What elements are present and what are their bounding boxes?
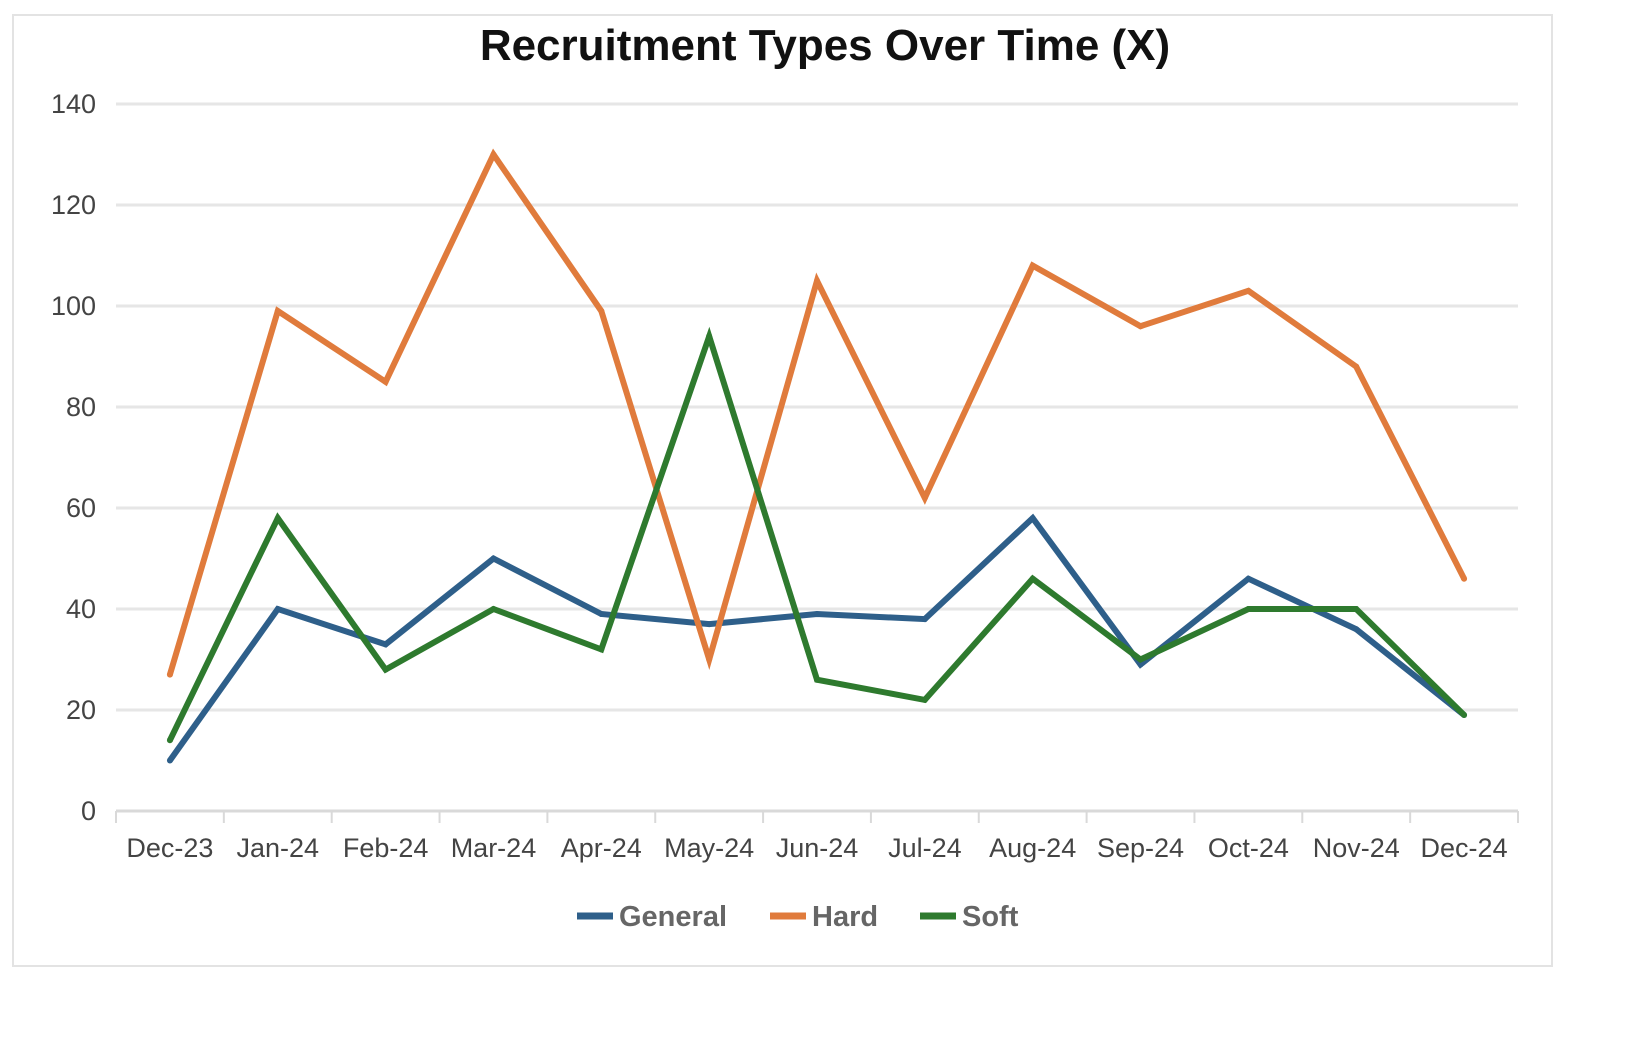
data-point-general [382, 641, 389, 648]
y-tick-label: 140 [51, 89, 96, 119]
x-tick-label: Jan-24 [236, 833, 319, 863]
data-point-hard [814, 277, 820, 284]
data-point-hard [1029, 262, 1036, 269]
data-point-soft [1029, 575, 1036, 582]
data-point-general [706, 621, 713, 628]
data-point-general [1029, 515, 1036, 522]
y-tick-label: 120 [51, 190, 96, 220]
x-tick-label: Aug-24 [989, 833, 1076, 863]
y-tick-label: 40 [66, 594, 96, 624]
legend-label-soft: Soft [962, 901, 1019, 933]
legend: General Hard Soft [577, 901, 1019, 933]
data-point-general [598, 611, 605, 618]
data-point-soft [706, 333, 713, 340]
data-point-soft [1245, 606, 1252, 612]
y-tick-label: 0 [81, 796, 96, 826]
data-point-soft [814, 676, 820, 683]
data-point-soft [382, 666, 389, 673]
x-tick-label: Nov-24 [1313, 833, 1400, 863]
x-tick-label: Dec-24 [1421, 833, 1508, 863]
data-point-hard [598, 308, 605, 315]
data-point-hard [921, 494, 928, 501]
y-tick-label: 80 [66, 392, 96, 422]
data-point-soft [1137, 656, 1144, 663]
y-tick-label: 100 [51, 291, 96, 321]
data-point-soft [1353, 606, 1360, 612]
x-tick-label: Oct-24 [1208, 833, 1289, 863]
y-tick-label: 20 [66, 695, 96, 725]
chart-title: Recruitment Types Over Time (X) [480, 21, 1170, 70]
x-tick-label: Dec-23 [126, 833, 213, 863]
data-point-hard [274, 308, 281, 315]
data-point-general [274, 606, 281, 612]
x-tick-label: Jun-24 [776, 833, 859, 863]
data-point-hard [1353, 363, 1360, 370]
x-tick-label: Mar-24 [451, 833, 537, 863]
data-point-general [1137, 661, 1144, 668]
data-point-soft [274, 515, 281, 522]
x-tick-label: Feb-24 [343, 833, 429, 863]
x-tick-label: Jul-24 [888, 833, 962, 863]
x-tick-label: Sep-24 [1097, 833, 1184, 863]
legend-label-hard: Hard [812, 901, 878, 933]
data-point-general [1245, 575, 1252, 582]
data-point-general [1353, 626, 1360, 633]
y-tick-label: 60 [66, 493, 96, 523]
data-point-soft [921, 696, 928, 703]
data-point-hard [1245, 287, 1252, 294]
series-line-hard [167, 148, 1467, 676]
data-point-hard [1137, 323, 1144, 330]
data-point-hard [706, 656, 713, 663]
legend-label-general: General [619, 901, 727, 933]
data-point-hard [490, 151, 497, 158]
x-axis: Dec-23 Jan-24 Feb-24 Mar-24 Apr-24 May-24 Jun-… [115, 809, 1519, 863]
data-point-general [166, 757, 173, 764]
data-point-soft [490, 606, 497, 612]
data-point-general [814, 611, 820, 618]
data-point-hard [166, 671, 173, 678]
y-axis-ticks: 0 20 40 60 80 100 120 140 [51, 89, 96, 826]
chart-frame [12, 14, 1553, 967]
series-lines [166, 148, 1468, 764]
x-tick-label: May-24 [664, 833, 754, 863]
data-point-hard [382, 378, 389, 385]
data-point-soft [166, 737, 173, 744]
gridlines [116, 102, 1518, 712]
x-tick-label: Apr-24 [561, 833, 642, 863]
data-point-hard [1461, 575, 1468, 582]
data-point-general [921, 616, 928, 623]
data-point-soft [598, 646, 605, 653]
data-point-general [490, 555, 497, 562]
data-point-soft [1461, 712, 1468, 719]
